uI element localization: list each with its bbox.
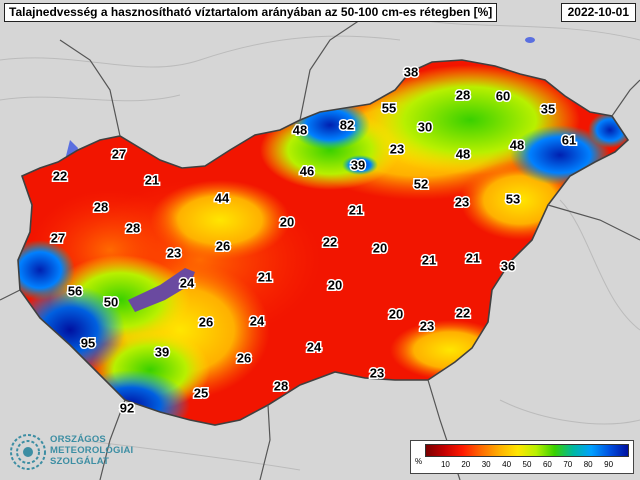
legend-tick-30: 30 bbox=[481, 460, 491, 469]
map-value-label: 20 bbox=[373, 241, 387, 256]
map-value-label: 28 bbox=[94, 200, 108, 215]
map-value-label: 36 bbox=[501, 259, 515, 274]
map-value-label: 23 bbox=[420, 319, 434, 334]
map-value-label: 27 bbox=[51, 231, 65, 246]
map-value-label: 48 bbox=[293, 123, 307, 138]
map-value-label: 35 bbox=[541, 102, 555, 117]
map-value-label: 27 bbox=[112, 147, 126, 162]
map-value-label: 26 bbox=[216, 239, 230, 254]
map-value-label: 38 bbox=[404, 65, 418, 80]
map-value-label: 20 bbox=[280, 215, 294, 230]
legend-tick-50: 50 bbox=[522, 460, 532, 469]
map-value-label: 39 bbox=[351, 158, 365, 173]
legend-tick-70: 70 bbox=[563, 460, 573, 469]
map-value-label: 30 bbox=[418, 120, 432, 135]
map-value-label: 24 bbox=[180, 276, 195, 291]
map-value-label: 22 bbox=[323, 235, 337, 250]
map-value-label: 39 bbox=[155, 345, 169, 360]
map-value-label: 44 bbox=[215, 191, 230, 206]
legend-tick-10: 10 bbox=[440, 460, 450, 469]
legend-tick-90: 90 bbox=[604, 460, 614, 469]
map-value-label: 23 bbox=[167, 246, 181, 261]
neighbour-borders bbox=[0, 19, 640, 480]
map-value-label: 60 bbox=[496, 89, 510, 104]
map-value-label: 23 bbox=[390, 142, 404, 157]
map-value-label: 95 bbox=[81, 336, 95, 351]
map-title: Talajnedvesség a hasznosítható víztartal… bbox=[4, 3, 498, 22]
map-value-label: 82 bbox=[340, 118, 354, 133]
map-value-label: 92 bbox=[120, 401, 134, 416]
map-value-label: 55 bbox=[382, 101, 396, 116]
map-value-label: 24 bbox=[307, 340, 322, 355]
logo-line-1: ORSZÁGOS bbox=[50, 434, 106, 445]
legend-tick-80: 80 bbox=[583, 460, 593, 469]
map-value-label: 53 bbox=[506, 192, 520, 207]
map-value-label: 28 bbox=[274, 379, 288, 394]
map-value-label: 20 bbox=[328, 278, 342, 293]
map-value-label: 61 bbox=[562, 133, 576, 148]
legend-tick-40: 40 bbox=[502, 460, 512, 469]
map-value-label: 20 bbox=[389, 307, 403, 322]
map-value-label: 48 bbox=[456, 147, 470, 162]
legend-tick-20: 20 bbox=[461, 460, 471, 469]
logo-line-3: SZOLGÁLAT bbox=[50, 456, 110, 467]
map-value-label: 22 bbox=[53, 169, 67, 184]
hungary-border bbox=[17, 59, 630, 426]
map-value-label: 21 bbox=[145, 173, 159, 188]
map-value-label: 48 bbox=[510, 138, 524, 153]
map-value-label: 50 bbox=[104, 295, 118, 310]
map-value-label: 22 bbox=[456, 306, 470, 321]
map-value-label: 46 bbox=[300, 164, 314, 179]
map-value-label: 21 bbox=[349, 203, 363, 218]
map-value-label: 21 bbox=[466, 251, 480, 266]
map-value-label: 28 bbox=[126, 221, 140, 236]
map-date: 2022-10-01 bbox=[560, 3, 636, 22]
logo-line-2: METEOROLÓGIAI bbox=[50, 445, 134, 456]
map-value-label: 56 bbox=[68, 284, 82, 299]
legend-color-bar bbox=[425, 444, 629, 457]
legend-unit: % bbox=[415, 457, 423, 466]
map-value-label: 23 bbox=[370, 366, 384, 381]
map-value-label: 21 bbox=[422, 253, 436, 268]
value-labels: 38 28 60 35 55 82 48 30 61 48 23 48 39 46 27 22 21 52 44 53… bbox=[49, 63, 577, 417]
map-value-label: 24 bbox=[250, 314, 265, 329]
map-value-label: 52 bbox=[414, 177, 428, 192]
omsz-logo: ORSZÁGOS METEOROLÓGIAI SZOLGÁLAT bbox=[8, 430, 158, 476]
map-value-label: 21 bbox=[258, 270, 272, 285]
map-value-label: 23 bbox=[455, 195, 469, 210]
lake-balaton bbox=[128, 268, 195, 312]
omsz-emblem-icon bbox=[10, 434, 46, 470]
map-value-label: 25 bbox=[194, 386, 208, 401]
color-legend: % 10 20 30 40 50 60 70 80 90 bbox=[410, 440, 634, 474]
map-value-label: 26 bbox=[199, 315, 213, 330]
legend-tick-60: 60 bbox=[542, 460, 552, 469]
map-value-label: 26 bbox=[237, 351, 251, 366]
map-value-label: 28 bbox=[456, 88, 470, 103]
